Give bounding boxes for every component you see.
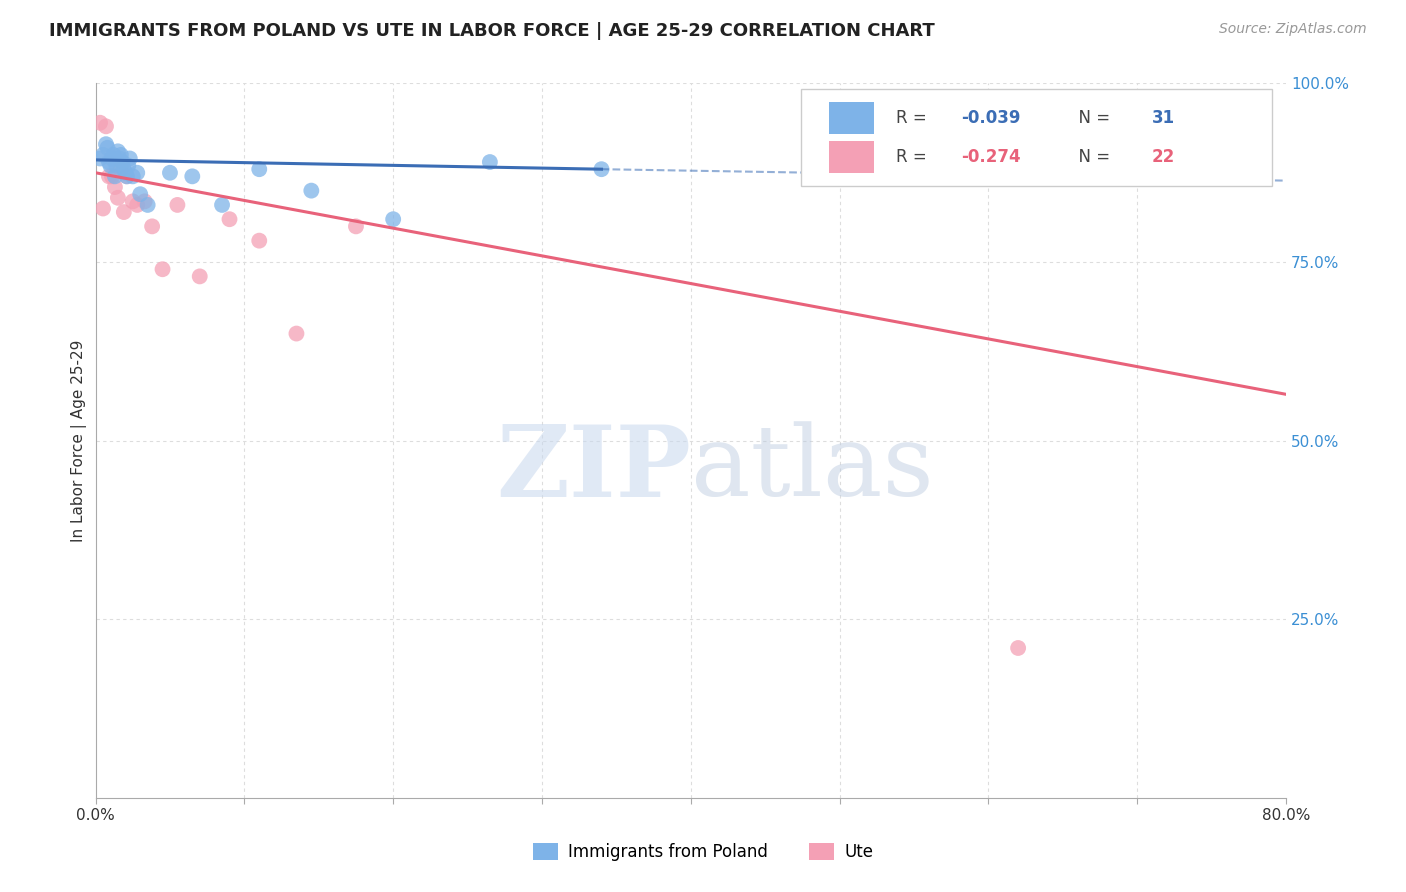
Point xyxy=(211,198,233,212)
Point xyxy=(134,194,156,209)
Point xyxy=(127,198,149,212)
Point xyxy=(89,152,111,166)
Text: 22: 22 xyxy=(1152,148,1174,166)
Point xyxy=(107,191,129,205)
Text: Source: ZipAtlas.com: Source: ZipAtlas.com xyxy=(1219,22,1367,37)
Point xyxy=(152,262,174,277)
Point xyxy=(299,184,322,198)
Point xyxy=(100,159,122,173)
Point xyxy=(89,116,111,130)
Text: 31: 31 xyxy=(1152,109,1174,127)
Point xyxy=(121,169,143,184)
Point xyxy=(94,120,117,134)
Text: -0.274: -0.274 xyxy=(960,148,1021,166)
Point xyxy=(591,162,613,177)
Point xyxy=(104,180,127,194)
Point xyxy=(114,166,136,180)
Point xyxy=(478,155,501,169)
Point xyxy=(159,166,181,180)
Point xyxy=(247,234,270,248)
Point xyxy=(141,219,163,234)
Point xyxy=(382,212,405,227)
Point xyxy=(218,212,240,227)
Point xyxy=(1007,640,1029,655)
Point xyxy=(121,194,143,209)
Point xyxy=(98,169,121,184)
Point xyxy=(247,162,270,177)
Text: N =: N = xyxy=(1069,148,1115,166)
Point xyxy=(127,166,149,180)
Point xyxy=(110,162,132,177)
Legend: Immigrants from Poland, Ute: Immigrants from Poland, Ute xyxy=(526,836,880,868)
Point xyxy=(129,187,152,202)
Point xyxy=(118,152,141,166)
Point xyxy=(91,148,114,162)
Point xyxy=(115,169,138,184)
Point xyxy=(96,141,118,155)
Point xyxy=(104,169,127,184)
Text: -0.039: -0.039 xyxy=(960,109,1021,127)
Point xyxy=(103,148,125,162)
FancyBboxPatch shape xyxy=(801,89,1271,186)
Point xyxy=(166,198,188,212)
Point xyxy=(188,269,211,284)
Text: N =: N = xyxy=(1069,109,1115,127)
Point xyxy=(181,169,204,184)
Point xyxy=(111,155,134,169)
Point xyxy=(117,159,139,173)
Text: atlas: atlas xyxy=(690,421,934,517)
Point xyxy=(110,148,132,162)
Point xyxy=(344,219,367,234)
Point xyxy=(91,202,114,216)
Point xyxy=(115,169,138,184)
FancyBboxPatch shape xyxy=(830,102,875,134)
Point xyxy=(105,159,128,173)
Point xyxy=(112,205,135,219)
Text: IMMIGRANTS FROM POLAND VS UTE IN LABOR FORCE | AGE 25-29 CORRELATION CHART: IMMIGRANTS FROM POLAND VS UTE IN LABOR F… xyxy=(49,22,935,40)
Point xyxy=(108,152,131,166)
Point xyxy=(101,169,124,184)
FancyBboxPatch shape xyxy=(830,141,875,173)
Text: R =: R = xyxy=(896,148,932,166)
Point xyxy=(285,326,308,341)
Text: R =: R = xyxy=(896,109,932,127)
Point xyxy=(98,155,121,169)
Point xyxy=(101,152,124,166)
Point xyxy=(94,137,117,152)
Point xyxy=(112,162,135,177)
Point xyxy=(136,198,159,212)
Text: ZIP: ZIP xyxy=(496,421,690,518)
Point xyxy=(107,145,129,159)
Y-axis label: In Labor Force | Age 25-29: In Labor Force | Age 25-29 xyxy=(72,340,87,542)
